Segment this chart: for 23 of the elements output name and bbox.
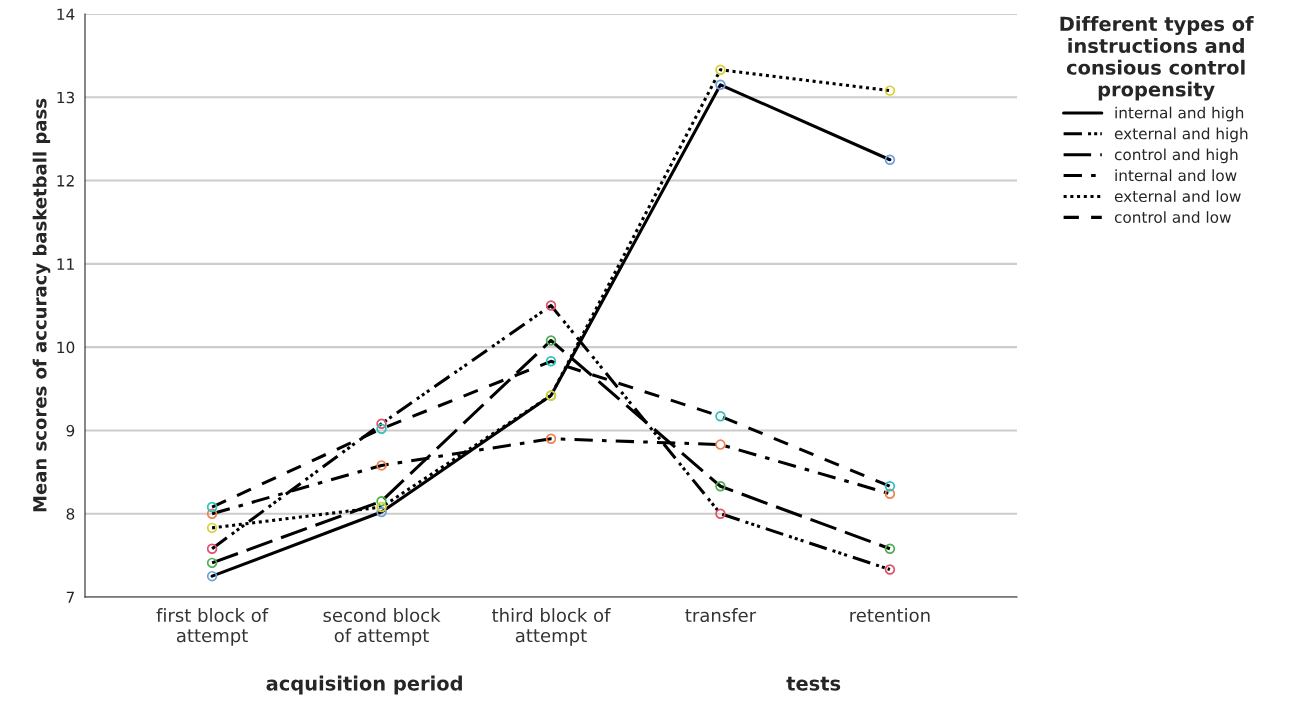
x-tick-label: third block of attempt	[492, 608, 611, 646]
y-tick-label: 10	[57, 341, 75, 354]
y-tick-label: 11	[57, 258, 74, 270]
y-tick-label: 13	[57, 91, 75, 104]
text: acquisition period	[266, 675, 462, 695]
x-tick-label: first block of attempt	[156, 608, 269, 646]
x-tick-label: transfer	[685, 608, 757, 623]
y-tick-label: 7	[66, 591, 74, 603]
legend-label: control and high	[1114, 148, 1238, 164]
y-tick-label: 12	[57, 175, 74, 187]
legend-label: external and low	[1114, 190, 1241, 203]
y-tick-label: 9	[66, 424, 75, 437]
legend-title: Different types of instructions and consious control propensity	[1060, 16, 1254, 101]
y-tick-label: 14	[57, 8, 75, 20]
legend-label: control and low	[1114, 211, 1231, 223]
legend-label: internal and high	[1115, 106, 1244, 122]
x-tick-label: second block of attempt	[323, 608, 441, 646]
legend-label: internal and low	[1115, 169, 1237, 182]
y-axis-title: Mean scores of accuracy basketball pass	[32, 98, 51, 512]
legend-label: external and high	[1114, 127, 1248, 143]
y-tick-label: 8	[66, 508, 75, 520]
text: tests	[786, 676, 841, 691]
x-tick-label: retention	[850, 608, 930, 623]
